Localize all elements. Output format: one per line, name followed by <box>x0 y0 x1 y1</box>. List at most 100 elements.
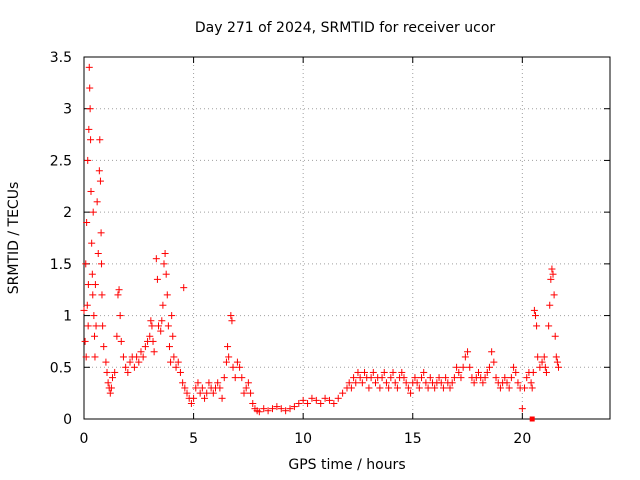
data-point <box>205 379 213 387</box>
y-axis: 0 0.5 1 1.5 2 2.5 3 3.5 <box>50 50 610 428</box>
data-point <box>404 384 412 392</box>
data-point <box>385 384 393 392</box>
data-point <box>407 389 415 397</box>
data-point <box>196 389 204 397</box>
data-point <box>398 368 406 376</box>
data-point <box>102 358 110 366</box>
data-point <box>387 374 395 382</box>
data-point <box>233 358 241 366</box>
data-point <box>83 218 91 226</box>
data-point <box>181 384 189 392</box>
data-point <box>160 260 168 268</box>
data-point <box>240 389 248 397</box>
x-tick-label: 15 <box>404 431 422 447</box>
data-point <box>179 379 187 387</box>
data-point <box>551 332 559 340</box>
data-point <box>345 379 353 387</box>
data-point <box>158 317 166 325</box>
data-point <box>466 363 474 371</box>
data-point <box>249 399 257 407</box>
data-point <box>116 312 124 320</box>
data-point <box>389 368 397 376</box>
data-point <box>533 322 541 330</box>
data-point <box>96 177 104 185</box>
data-point <box>108 374 116 382</box>
data-point <box>391 379 399 387</box>
data-point <box>88 270 96 278</box>
data-point <box>119 353 127 361</box>
data-point <box>402 379 410 387</box>
data-point <box>84 281 92 289</box>
data-point <box>81 337 89 345</box>
data-point <box>162 270 170 278</box>
data-point <box>547 275 555 283</box>
data-point <box>507 374 515 382</box>
data-point <box>538 358 546 366</box>
data-point <box>163 291 171 299</box>
data-point <box>277 405 285 413</box>
data-point <box>492 374 500 382</box>
data-point <box>227 312 235 320</box>
data-point <box>90 312 98 320</box>
data-point <box>431 384 439 392</box>
data-point <box>82 260 90 268</box>
data-point <box>218 394 226 402</box>
data-point <box>496 384 504 392</box>
data-point <box>107 384 115 392</box>
data-point <box>490 358 498 366</box>
y-tick-label: 2.5 <box>50 153 72 169</box>
data-point <box>273 403 281 411</box>
data-point <box>530 306 538 314</box>
data-point <box>548 265 556 273</box>
data-point <box>540 353 548 361</box>
y-axis-label: SRMTID / TECUs <box>6 182 22 295</box>
data-point <box>183 389 191 397</box>
data-point <box>224 343 232 351</box>
data-point <box>91 332 99 340</box>
data-point <box>190 394 198 402</box>
data-point <box>470 379 478 387</box>
data-point <box>453 363 461 371</box>
data-point <box>111 368 119 376</box>
data-point <box>264 407 272 415</box>
data-point <box>541 363 549 371</box>
data-point <box>149 337 157 345</box>
data-point <box>152 255 160 263</box>
data-point <box>203 389 211 397</box>
data-point <box>367 374 375 382</box>
data-point <box>286 405 294 413</box>
data-point <box>148 322 156 330</box>
data-point <box>85 125 93 133</box>
data-point <box>483 368 491 376</box>
data-point <box>95 167 103 175</box>
data-point <box>87 136 95 144</box>
data-point <box>413 379 421 387</box>
y-tick-label: 0 <box>63 412 72 428</box>
data-point <box>422 379 430 387</box>
data-point <box>229 363 237 371</box>
data-point <box>89 291 97 299</box>
data-point <box>153 275 161 283</box>
data-point <box>180 284 188 292</box>
data-point <box>546 301 554 309</box>
data-point <box>450 374 458 382</box>
grid-lines <box>84 57 610 419</box>
data-point <box>82 353 90 361</box>
data-point <box>146 332 154 340</box>
data-point <box>512 368 520 376</box>
data-point <box>174 358 182 366</box>
data-point <box>435 374 443 382</box>
data-point <box>198 384 206 392</box>
data-point <box>228 317 236 325</box>
data-point <box>106 389 114 397</box>
data-point <box>98 291 106 299</box>
y-tick-label: 3.5 <box>50 50 72 66</box>
data-point <box>415 384 423 392</box>
data-point <box>201 394 209 402</box>
data-point <box>117 337 125 345</box>
data-point <box>225 353 233 361</box>
data-point <box>534 353 542 361</box>
y-tick-label: 3 <box>63 102 72 118</box>
data-point <box>115 286 123 294</box>
